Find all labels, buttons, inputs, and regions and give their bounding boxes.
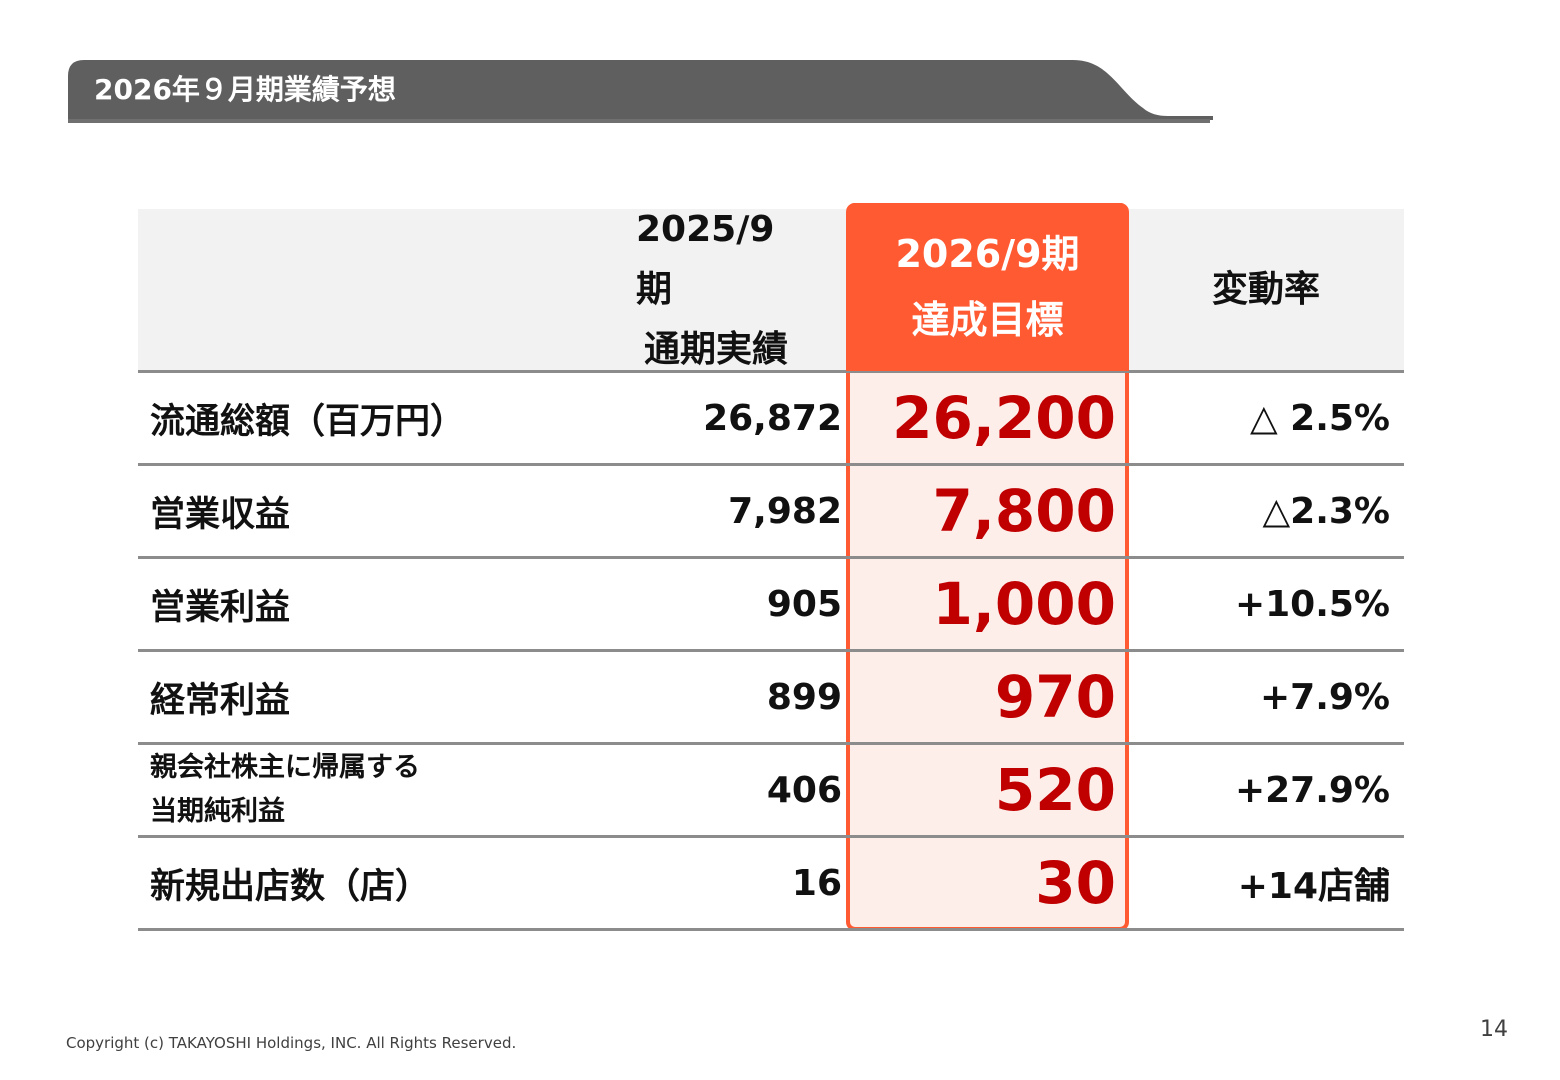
page-title: 2026年９月期業績予想 [94,73,396,106]
row-label: 流通総額（百万円） [150,401,466,442]
prev-value: 406 [766,769,842,811]
target-value: 26,200 [892,384,1116,452]
target-value: 30 [1035,849,1116,917]
column-header-prev: 2025/9期 通期実績 [636,209,796,370]
copyright-text: Copyright (c) TAKAYOSHI Holdings, INC. A… [66,1034,517,1052]
table-row: 親会社株主に帰属する 当期純利益 406 520 +27.9% [138,745,1404,838]
target-value: 1,000 [932,570,1116,638]
column-header-prev-label: 通期実績 [643,328,788,370]
column-header-target-period: 2026/9期 [895,232,1080,276]
target-value: 970 [994,663,1116,731]
forecast-table: 2025/9期 通期実績 変動率 流通総額（百万円） 26,872 26,200… [138,209,1404,931]
table-row: 流通総額（百万円） 26,872 26,200 △ 2.5% [138,373,1404,466]
row-label-line2: 当期純利益 [150,796,285,827]
change-rate: +14店舗 [1237,866,1390,907]
table-row: 新規出店数（店） 16 30 +14店舗 [138,838,1404,931]
table-row: 営業収益 7,982 7,800 △2.3% [138,466,1404,559]
change-rate: +27.9% [1234,769,1390,811]
column-header-rate: 変動率 [1128,209,1404,370]
prev-value: 7,982 [728,490,842,532]
change-rate: +10.5% [1234,583,1390,625]
prev-value: 899 [766,676,842,718]
table-row: 経常利益 899 970 +7.9% [138,652,1404,745]
change-rate: +7.9% [1259,676,1390,718]
page-number: 14 [1480,1017,1508,1042]
column-header-target: 2026/9期 達成目標 [846,203,1129,371]
row-label: 経常利益 [150,680,291,721]
target-value: 520 [994,756,1116,824]
section-banner: 2026年９月期業績予想 [68,60,1213,124]
column-header-rate-label: 変動率 [1211,268,1320,310]
prev-value: 905 [766,583,842,625]
row-label: 親会社株主に帰属する 当期純利益 [150,745,630,835]
row-label: 営業利益 [150,587,291,628]
row-label: 新規出店数（店） [150,866,431,907]
change-rate: △2.3% [1262,490,1390,532]
prev-value: 26,872 [703,397,842,439]
table-header: 2025/9期 通期実績 変動率 [138,209,1404,373]
change-rate: △ 2.5% [1249,397,1390,439]
table-row: 営業利益 905 1,000 +10.5% [138,559,1404,652]
prev-value: 16 [791,862,842,904]
column-header-target-label: 達成目標 [911,298,1064,342]
row-label: 営業収益 [150,494,291,535]
row-label-line1: 親会社株主に帰属する [150,752,420,783]
column-header-prev-period: 2025/9期 [636,208,775,310]
target-value: 7,800 [932,477,1116,545]
banner-shape [68,60,1213,123]
